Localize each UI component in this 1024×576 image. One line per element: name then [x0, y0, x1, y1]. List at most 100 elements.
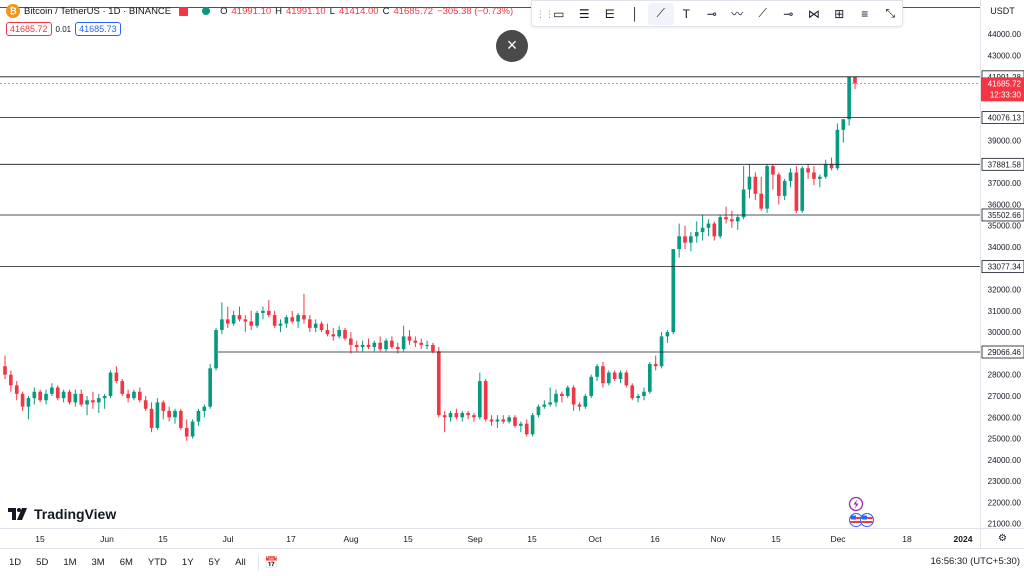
range-5y[interactable]: 5Y	[208, 557, 221, 568]
candle	[513, 415, 517, 428]
candle-body	[126, 393, 130, 399]
candle-body	[753, 176, 758, 194]
range-all[interactable]: All	[235, 557, 246, 568]
candle	[378, 336, 382, 352]
candle-body	[231, 315, 236, 324]
candle-body	[9, 374, 13, 386]
candle	[495, 415, 500, 428]
candle-body	[50, 387, 54, 394]
candle-body	[700, 227, 705, 233]
candle-body	[618, 372, 623, 379]
vertical-line-icon[interactable]: │	[631, 6, 640, 21]
candlestick-chart[interactable]	[0, 0, 980, 528]
trend-line-icon[interactable]: ⟋	[648, 2, 674, 25]
candle	[290, 310, 295, 324]
text-tool-icon[interactable]: T	[682, 6, 690, 21]
candle	[618, 370, 623, 384]
range-1m[interactable]: 1M	[63, 557, 77, 568]
price-tick-label: 32000.00	[988, 286, 1022, 295]
flag-icon[interactable]	[179, 6, 189, 16]
candle-body	[325, 330, 330, 335]
candle-body	[689, 236, 693, 243]
drag-handle-icon[interactable]: ⋮⋮	[536, 8, 554, 19]
candle	[167, 406, 171, 422]
candle-body	[337, 330, 341, 337]
price-scale[interactable]: 21000.00 22000.00 23000.00 24000.00 25000.00…	[980, 0, 1024, 529]
range-5d[interactable]: 5D	[36, 557, 49, 568]
candle-body	[120, 381, 125, 394]
candle	[853, 76, 857, 90]
candle-body	[179, 410, 183, 428]
candle	[313, 319, 318, 333]
path-tool-icon[interactable]: ⤡	[885, 6, 896, 20]
countdown-label: 12:33:30	[990, 90, 1022, 99]
brush-icon[interactable]: 〰	[731, 7, 744, 21]
candle-body	[290, 317, 295, 322]
date-range-calendar-icon[interactable]: 📅	[264, 557, 279, 569]
grid-tool-icon[interactable]: ⊞	[834, 6, 845, 21]
candle	[612, 370, 617, 382]
candle	[61, 389, 66, 403]
market-status-icon[interactable]	[202, 7, 211, 15]
candle-body	[683, 236, 687, 243]
candle	[659, 332, 664, 369]
price-tick-label: 21000.00	[988, 520, 1022, 528]
candle	[190, 419, 195, 439]
horizontal-ray-icon[interactable]: ⊸	[706, 6, 717, 21]
price-tick-label: 25000.00	[988, 435, 1022, 444]
symbol-title[interactable]: Bitcoin / TetherUS · 1D · BINANCE	[24, 5, 172, 17]
candle	[225, 306, 230, 328]
range-6m[interactable]: 6M	[119, 557, 133, 568]
candle-body	[847, 76, 851, 120]
range-1d[interactable]: 1D	[9, 557, 22, 568]
candle	[108, 370, 113, 399]
candle	[255, 310, 259, 328]
range-1y[interactable]: 1Y	[181, 557, 194, 568]
time-axis[interactable]: 15 Jun 15 Jul 17 Aug 15 Sep 15 Oct 16 Nov 15 Dec 18 202…	[0, 528, 980, 548]
candle-body	[507, 417, 511, 422]
ray-icon[interactable]: ⟋	[758, 6, 767, 20]
candle-body	[483, 381, 488, 420]
horizontal-line-tool-icon[interactable]: ⊸	[783, 6, 794, 21]
sell-button[interactable]: 41685.72	[6, 22, 52, 36]
currency-label[interactable]: USDT	[980, 0, 1024, 22]
rectangle-tool-icon[interactable]: ▭	[553, 6, 565, 21]
price-tick-label: 39000.00	[988, 137, 1022, 146]
candle-body	[261, 310, 265, 313]
candle-body	[624, 372, 629, 386]
candle-body	[460, 413, 465, 418]
candle-body	[454, 413, 459, 418]
clock-timezone[interactable]: 16:56:30 (UTC+5:30)	[930, 556, 1020, 567]
chart-pane[interactable]	[0, 0, 980, 528]
buy-button[interactable]: 41685.73	[75, 22, 121, 36]
candle-body	[442, 415, 447, 418]
range-3m[interactable]: 3M	[91, 557, 105, 568]
candle	[296, 312, 300, 328]
candle	[847, 76, 851, 126]
candle	[694, 221, 699, 243]
axis-settings-icon[interactable]: ⚙	[980, 528, 1024, 548]
candle	[114, 366, 119, 384]
horizontal-line-label: 33077.34	[988, 263, 1022, 272]
candle-body	[595, 366, 599, 377]
candle-body	[14, 385, 19, 394]
candle-body	[390, 340, 394, 348]
fib-retracement-icon[interactable]: ☰	[578, 6, 590, 21]
close-button[interactable]: ×	[496, 30, 528, 62]
close-label: C	[382, 5, 390, 17]
candle-body	[513, 417, 517, 426]
parallel-channel-icon[interactable]: ⋿	[604, 6, 615, 21]
us-flag-event-icon-2	[860, 513, 874, 527]
pitchfork-icon[interactable]: ⋈	[807, 6, 820, 21]
candle-body	[67, 391, 72, 403]
candle	[571, 385, 576, 411]
candle	[776, 172, 781, 205]
candle-body	[32, 391, 37, 399]
candle-body	[55, 387, 60, 399]
candle-body	[114, 372, 119, 382]
candle-body	[266, 310, 271, 316]
candle-body	[835, 129, 840, 169]
fib-extension-icon[interactable]: ≡	[861, 6, 869, 21]
horizontal-line-label-bg	[981, 260, 1024, 274]
range-ytd[interactable]: YTD	[147, 557, 167, 568]
